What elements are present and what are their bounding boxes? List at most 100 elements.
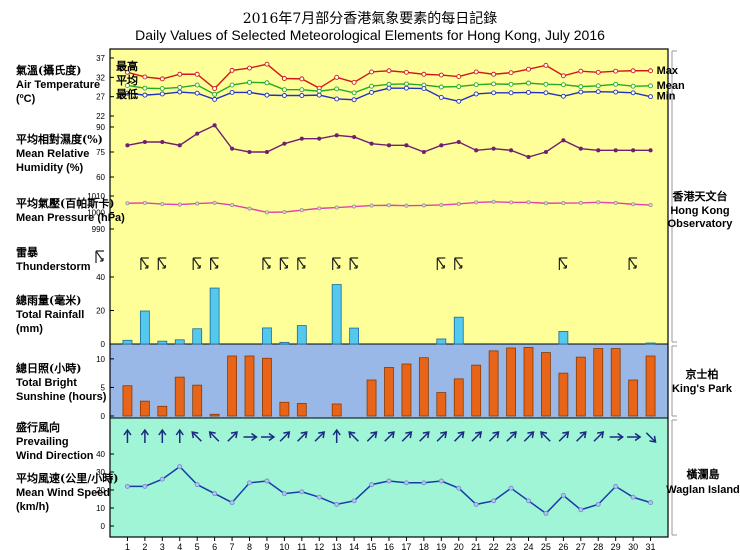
wind-arrow-head — [509, 431, 517, 439]
temp-max-point — [526, 66, 531, 72]
humidity-point — [212, 123, 217, 128]
rainfall-bar — [139, 310, 150, 345]
wind-arrow-shaft — [279, 432, 290, 442]
wind-direction-arrow — [436, 431, 448, 442]
pressure-point — [491, 199, 496, 204]
thunderstorm-mark — [262, 257, 271, 270]
pressure-point — [317, 206, 322, 211]
temp-max-point — [508, 70, 514, 76]
temp-max-point — [124, 69, 130, 75]
humidity-point — [317, 136, 322, 141]
wind-arrow-head — [123, 428, 132, 436]
temp-min-point — [316, 92, 322, 98]
wind-arrow-shaft — [523, 432, 534, 442]
pressure-point — [404, 203, 409, 208]
rainfall-label-en: (mm) — [16, 323, 43, 335]
wind-arrow-head — [208, 431, 216, 439]
sunshine-bar — [471, 364, 482, 417]
humidity-point — [352, 134, 357, 140]
temperature-label-zh: 氣溫(攝氏度) — [16, 63, 81, 77]
temp-mean-point — [491, 81, 497, 87]
wind-arrow-shaft — [401, 432, 412, 442]
wind-direction-arrow — [158, 428, 167, 443]
temp-min-point — [212, 96, 218, 102]
wind-direction-arrow — [558, 431, 570, 442]
windspeed-point — [386, 478, 392, 484]
pressure-point — [474, 200, 479, 205]
x-tick-label: 15 — [367, 542, 377, 550]
sunshine-bar — [227, 355, 237, 417]
pressure-axis-tick-label: 1010 — [87, 192, 105, 201]
windspeed-point — [438, 478, 444, 484]
humidity-point — [439, 143, 444, 148]
x-tick-label: 16 — [384, 542, 394, 550]
humidity-label-en: Humidity (%) — [16, 162, 84, 174]
wind-direction-arrow — [523, 431, 535, 442]
pressure-point — [142, 200, 147, 205]
temp-min-point — [194, 90, 200, 96]
temp-max-legend-zh: 最高 — [116, 59, 138, 73]
pressure-point — [334, 205, 339, 210]
station-wgl-en: Waglan Island — [666, 484, 740, 496]
x-tick-label: 10 — [279, 542, 289, 550]
temp-min-point — [369, 89, 375, 95]
thunderstorm-mark — [157, 257, 167, 270]
pressure-point — [439, 202, 444, 207]
windspeed-point — [560, 492, 566, 498]
windspeed-point — [194, 482, 200, 488]
station-kp-zh: 京士柏 — [686, 367, 719, 381]
wind-arrow-head — [492, 431, 500, 439]
temp-max-point — [595, 69, 601, 75]
pressure-point — [509, 200, 514, 205]
temp-min-legend: Min — [657, 91, 676, 103]
windspeed-point — [369, 482, 375, 488]
x-tick-label: 19 — [436, 542, 446, 550]
pressure-point — [561, 201, 566, 206]
x-tick-label: 21 — [471, 542, 481, 550]
thunderstorm-mark — [558, 257, 568, 270]
wind-arrow-head — [540, 431, 548, 439]
station-hko-zh: 香港天文台 — [672, 189, 728, 203]
temp-min-point — [508, 90, 514, 96]
sunshine-bar — [139, 400, 150, 417]
temp-min-point — [264, 92, 270, 98]
wind-speed-label-zh: 平均風速(公里/小時) — [16, 471, 118, 485]
windspeed-axis-tick-label: 20 — [96, 486, 105, 495]
temp-min-point — [648, 94, 654, 100]
humidity-point — [247, 149, 252, 155]
wind-arrow-head — [268, 432, 276, 442]
pressure-point — [352, 204, 357, 209]
rainfall-bar — [453, 316, 464, 345]
temp-mean-point — [648, 83, 654, 89]
x-tick-label: 12 — [314, 542, 324, 550]
temp-axis-tick-label: 37 — [96, 54, 105, 63]
wind-direction-arrow — [419, 431, 430, 442]
wind-direction-arrow — [191, 431, 202, 442]
temp-mean-point — [124, 83, 130, 88]
pressure-point — [648, 203, 653, 208]
temp-axis-tick-label: 32 — [96, 73, 105, 82]
x-tick-label: 4 — [177, 542, 182, 550]
sunshine-bar — [122, 385, 133, 417]
temp-min-point — [491, 90, 497, 96]
x-tick-label: 30 — [628, 542, 638, 550]
wind-direction-arrow — [332, 428, 341, 443]
temp-max-legend: Max — [657, 65, 679, 77]
sunshine-bar — [244, 355, 255, 417]
humidity-axis-tick-label: 75 — [96, 148, 105, 157]
sunshine-bar — [262, 357, 272, 417]
wind-direction-arrow — [645, 432, 657, 443]
temp-max-point — [229, 67, 235, 73]
x-tick-label: 23 — [506, 542, 516, 550]
wind-direction-arrow — [627, 432, 642, 442]
temperature-label-en: (ºC) — [16, 93, 36, 105]
humidity-point — [421, 149, 426, 155]
temp-min-point — [247, 89, 252, 95]
sunshine-label-zh: 總日照(小時) — [16, 361, 81, 375]
sunshine-bar — [436, 392, 447, 417]
wind-arrow-head — [562, 431, 570, 439]
humidity-point — [509, 148, 514, 153]
x-tick-label: 24 — [523, 542, 533, 550]
temp-mean-point — [630, 83, 636, 89]
sunshine-bar — [645, 355, 656, 417]
